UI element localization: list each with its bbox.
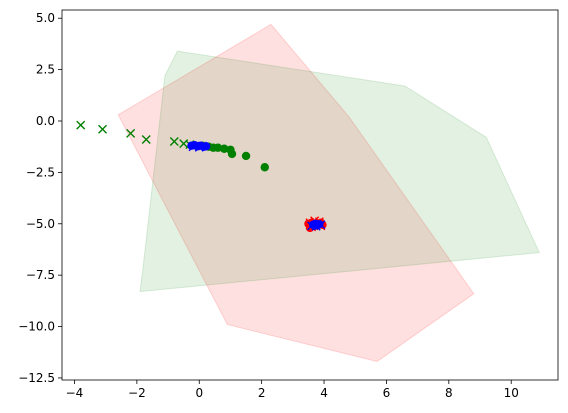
point-3-2 <box>197 141 207 151</box>
y-tick-label: −7.5 <box>26 268 55 282</box>
x-tick-label: 10 <box>504 386 519 400</box>
series-7 <box>307 220 326 231</box>
hull-polygon-1 <box>139 50 541 293</box>
y-tick-label: 5.0 <box>36 11 55 25</box>
x-tick-label: 6 <box>383 386 391 400</box>
x-tick-label: 8 <box>445 386 453 400</box>
x-tick-label: 2 <box>258 386 266 400</box>
point-7-2 <box>316 220 326 230</box>
x-tick-label: 4 <box>320 386 328 400</box>
point-0-3 <box>141 135 151 144</box>
x-tick-label: 0 <box>195 386 203 400</box>
x-tick-label: −2 <box>128 386 146 400</box>
y-tick-label: −2.5 <box>26 165 55 179</box>
hull-polygon-0 <box>117 23 475 363</box>
point-1-8 <box>260 163 269 172</box>
point-0-1 <box>98 124 108 134</box>
y-tick-label: 2.5 <box>36 63 55 77</box>
y-tick-label: 0.0 <box>36 114 55 128</box>
hull-polygons <box>117 23 541 363</box>
point-0-2 <box>126 128 136 138</box>
series-3 <box>188 141 207 152</box>
y-tick-label: −12.5 <box>18 371 55 385</box>
y-tick-label: −5.0 <box>26 217 55 231</box>
y-tick-label: −10.0 <box>18 320 55 334</box>
point-0-0 <box>76 120 86 130</box>
point-1-4 <box>220 144 229 153</box>
point-1-7 <box>241 151 251 161</box>
x-tick-label: −4 <box>66 386 84 400</box>
point-1-6 <box>227 149 237 159</box>
plot-frame <box>61 9 559 381</box>
point-1-3 <box>213 143 223 152</box>
y-axis-ticks: 5.0 2.5 0.0 −2.5 −5.0 −7.5 −10.0 −12.5 <box>18 11 62 385</box>
point-0-4 <box>169 137 179 147</box>
x-axis-ticks: −4 −2 0 2 4 6 8 10 <box>66 380 519 400</box>
data-series <box>76 120 327 233</box>
